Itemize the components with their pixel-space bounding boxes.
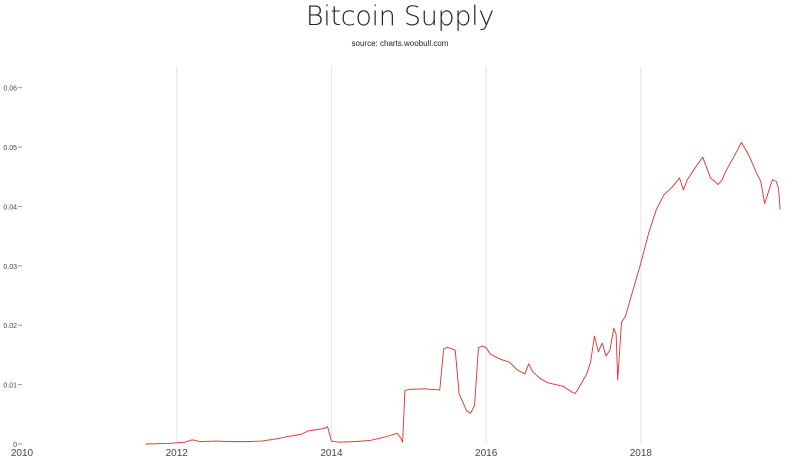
x-tick-label: 2014 <box>320 448 343 459</box>
chart-subtitle: source: charts.woobull.com <box>351 39 449 48</box>
grid-layer <box>176 66 642 444</box>
x-tick-label: 2016 <box>475 448 498 459</box>
chart-title: Bitcoin Supply <box>305 1 495 32</box>
y-tick-label: 0.02 <box>3 323 17 330</box>
x-tick-label: 2018 <box>630 448 653 459</box>
y-tick-label: 0.03 <box>3 264 17 271</box>
y-tick-label: 0.05 <box>3 145 17 152</box>
x-tick-label: 2010 <box>11 448 34 459</box>
x-tick-label: 2012 <box>166 448 189 459</box>
axis-layer: 2010 2012 2014 2016 2018 0 0.01 0.02 0.03 0.04 0.0… <box>3 86 652 459</box>
y-tick-label: 0 <box>13 442 17 449</box>
y-tick-label: 0.04 <box>3 204 17 211</box>
y-tick-label: 0.06 <box>3 86 17 93</box>
bitcoin-supply-line <box>145 141 781 445</box>
series-layer <box>145 141 781 445</box>
y-tick-label: 0.01 <box>3 383 17 390</box>
